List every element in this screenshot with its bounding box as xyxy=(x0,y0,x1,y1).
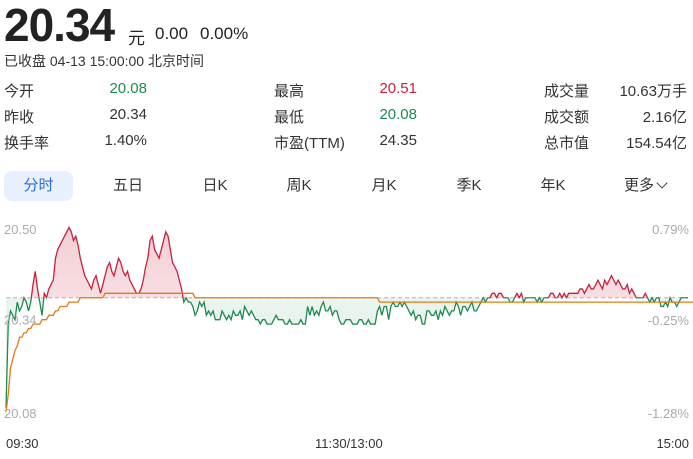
tab-daily-k[interactable]: 日K xyxy=(202,177,228,194)
average-price-line xyxy=(5,292,693,413)
y-axis-right-tick-high: 0.79% xyxy=(652,222,689,237)
tab-monthly-k[interactable]: 月K xyxy=(371,177,397,194)
stat-value-turnover-rate: 1.40% xyxy=(104,132,147,149)
stat-value-turnover: 2.16亿 xyxy=(642,109,687,126)
tab-intraday[interactable]: 分时 xyxy=(4,171,73,201)
stat-value-volume: 10.63万手 xyxy=(619,83,687,100)
price-unit: 元 xyxy=(128,29,145,48)
tab-more[interactable]: 更多 xyxy=(620,171,670,201)
x-axis-tick-open: 09:30 xyxy=(6,436,39,451)
last-price: 20.34 xyxy=(4,0,115,51)
x-axis-tick-close: 15:00 xyxy=(656,436,689,451)
stat-label-high: 最高 xyxy=(274,83,305,100)
y-axis-left-tick-low: 20.08 xyxy=(4,406,37,421)
tab-yearly-k[interactable]: 年K xyxy=(540,177,566,194)
price-line-up xyxy=(23,225,688,298)
y-axis-left-tick-high: 20.50 xyxy=(4,222,37,237)
stat-label-market-cap: 总市值 xyxy=(544,135,590,152)
market-status: 已收盘 04-13 15:00:00 北京时间 xyxy=(4,53,204,69)
tab-weekly-k[interactable]: 周K xyxy=(286,177,312,194)
y-axis-left-tick-mid: 20.34 xyxy=(4,313,37,328)
price-line-down xyxy=(5,297,688,408)
stat-value-market-cap: 154.54亿 xyxy=(626,135,687,152)
stat-value-prev-close: 20.34 xyxy=(109,106,147,123)
price-change-percent: 0.00% xyxy=(200,24,249,43)
stat-value-low: 20.08 xyxy=(379,106,417,123)
price-area-above-prev-close xyxy=(24,227,688,298)
stat-label-low: 最低 xyxy=(274,109,305,126)
price-change: 0.00 xyxy=(155,24,189,43)
y-axis-right-tick-low: -1.28% xyxy=(647,406,689,421)
stat-label-turnover: 成交额 xyxy=(544,109,590,126)
price-area-below-prev-close xyxy=(6,297,688,408)
stat-label-volume: 成交量 xyxy=(544,83,590,100)
stat-label-turnover-rate: 换手率 xyxy=(4,135,50,152)
x-axis-tick-midday: 11:30/13:00 xyxy=(315,436,383,451)
tab-more-label: 更多 xyxy=(623,177,654,194)
stat-label-open: 今开 xyxy=(4,83,35,100)
stat-label-prev-close: 昨收 xyxy=(4,109,35,126)
tab-quarterly-k[interactable]: 季K xyxy=(456,177,482,194)
stat-value-high: 20.51 xyxy=(379,80,417,97)
stat-value-pe-ttm: 24.35 xyxy=(379,132,417,149)
stat-label-pe-ttm: 市盈(TTM) xyxy=(274,135,345,152)
tab-five-day[interactable]: 五日 xyxy=(112,177,143,194)
stat-value-open: 20.08 xyxy=(109,80,147,97)
y-axis-right-tick-mid: -0.25% xyxy=(647,313,689,328)
